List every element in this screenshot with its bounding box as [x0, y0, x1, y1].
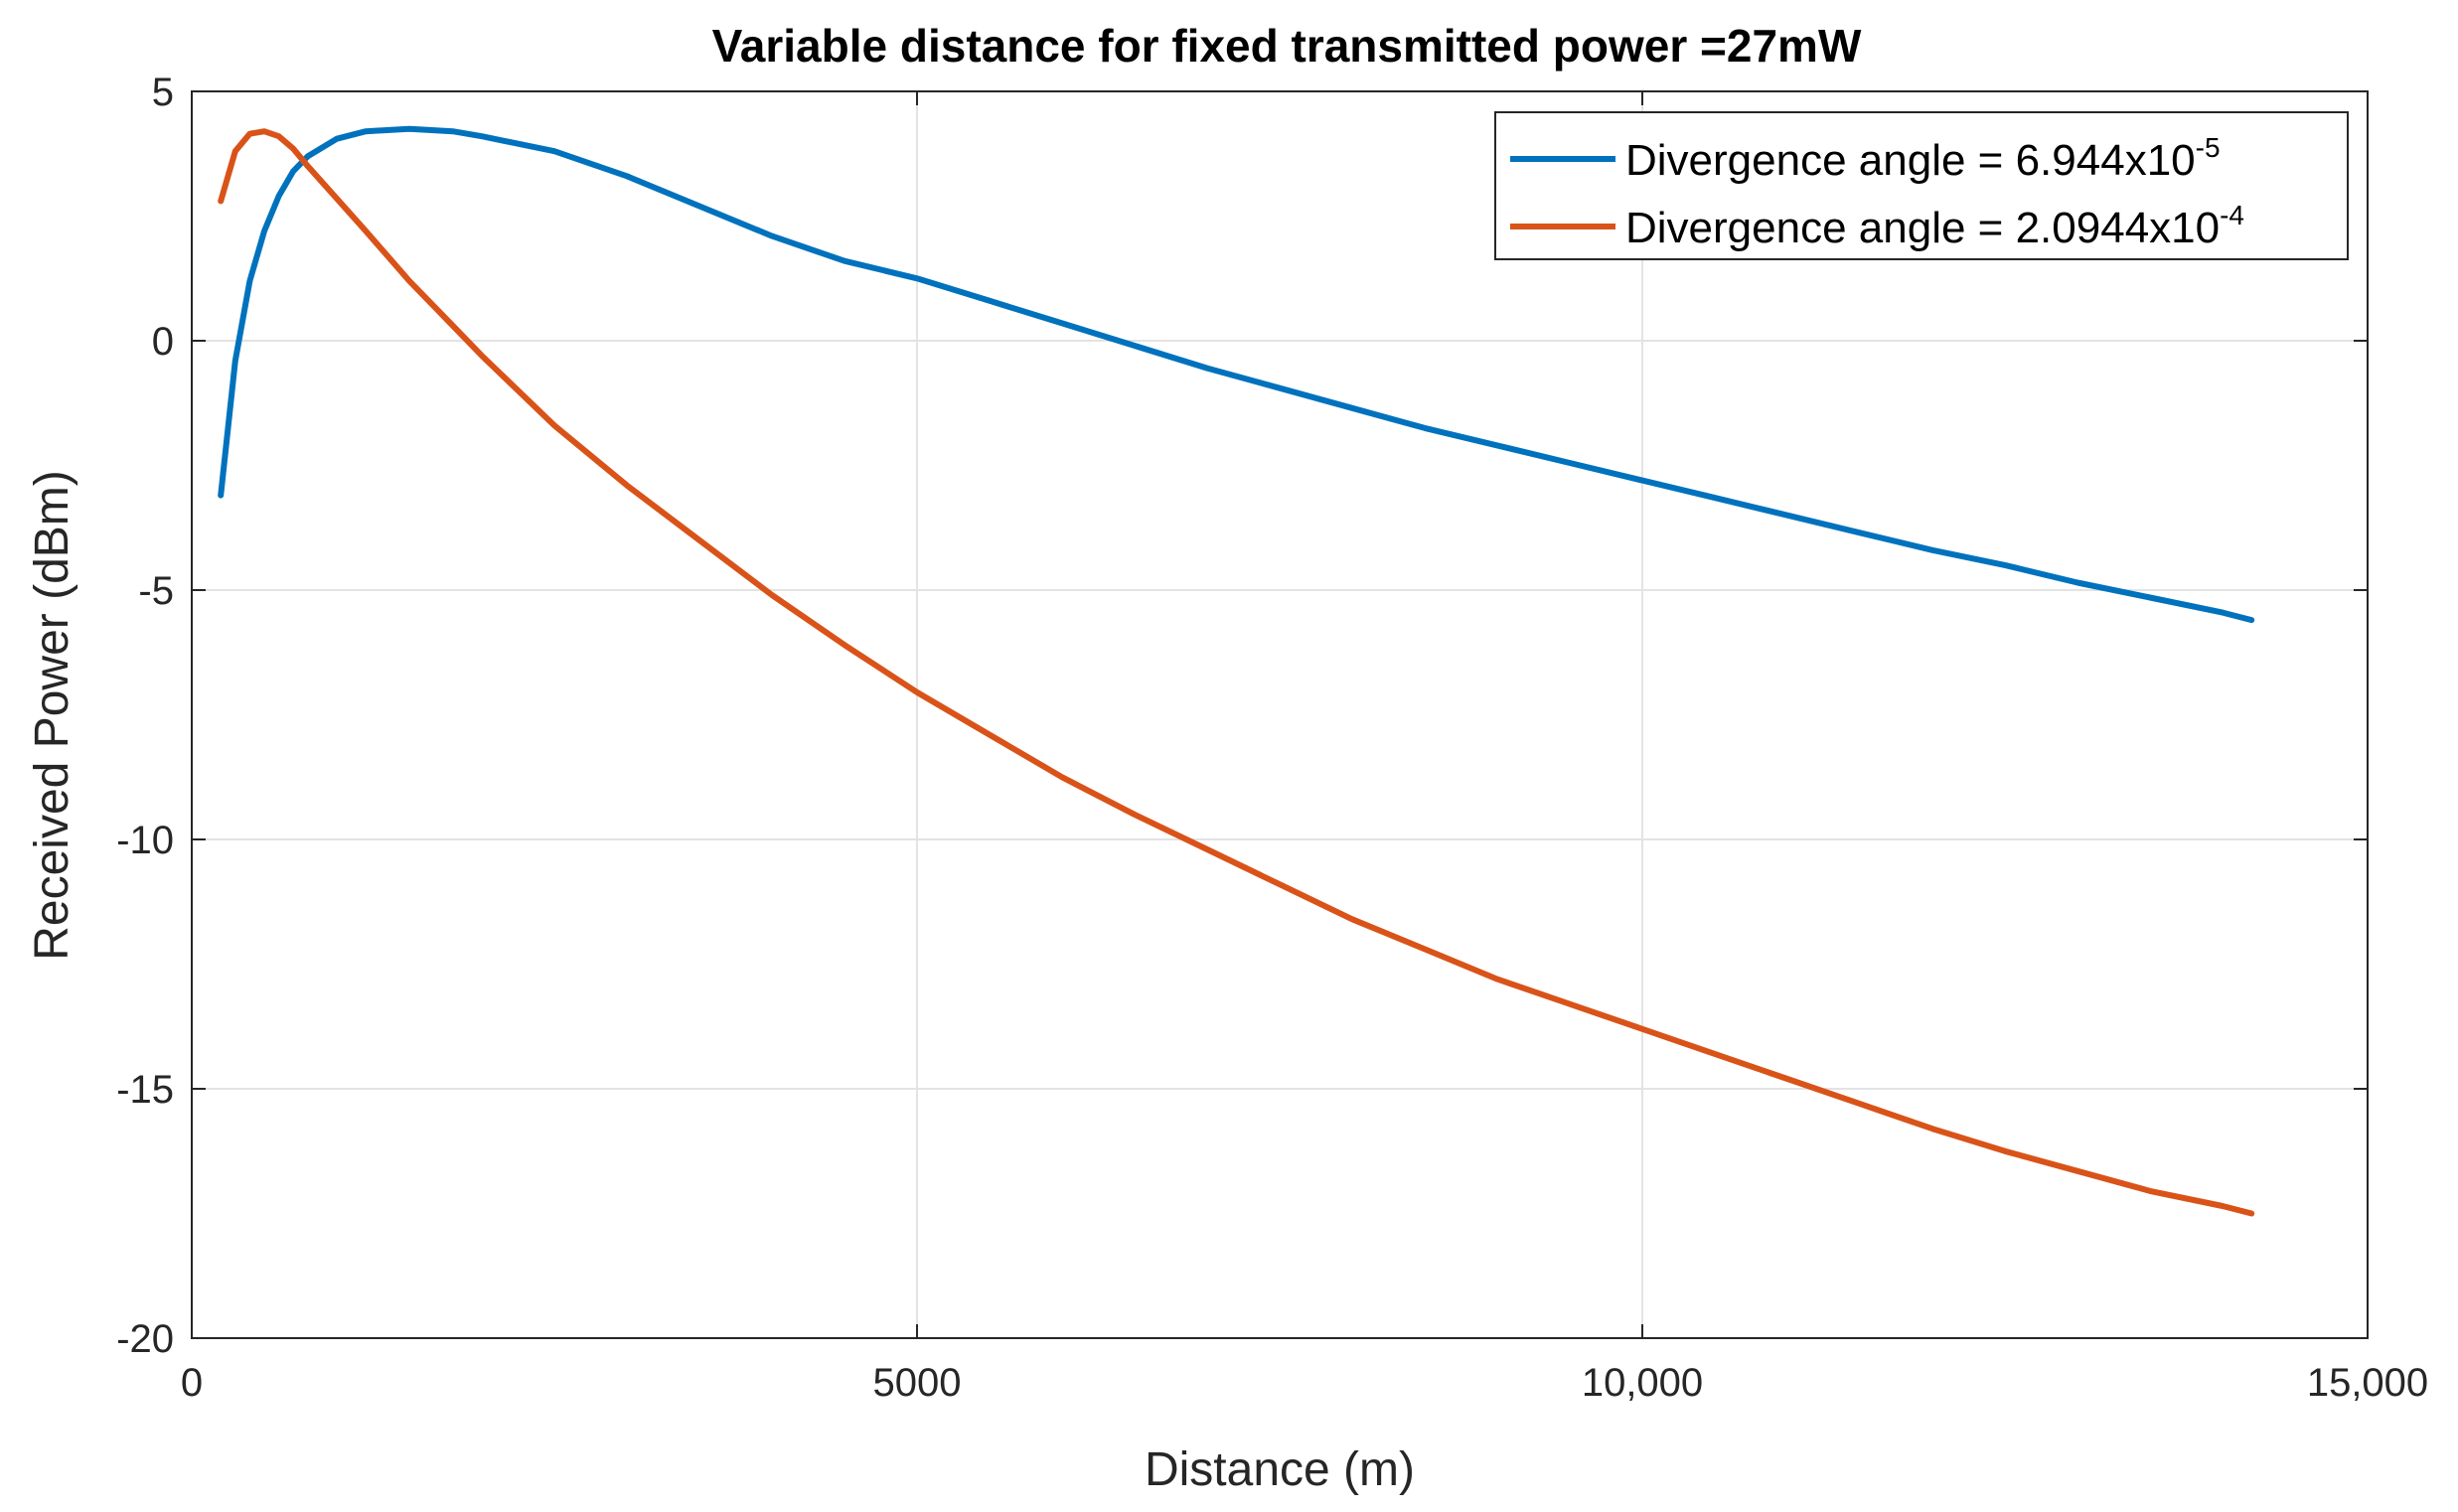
- series-line-orange: [218, 128, 2255, 1217]
- legend-entry-orange-exp: -4: [2220, 200, 2244, 230]
- y-axis-label: Received Power (dBm): [26, 470, 78, 961]
- legend-entry-orange-base: Divergence angle = 2.0944x10: [1625, 204, 2220, 252]
- legend: Divergence angle = 6.944x10-5 Divergence…: [1494, 111, 2349, 260]
- y-tick-label: 5: [152, 71, 174, 114]
- y-tick-label: -15: [116, 1068, 174, 1112]
- legend-entry-orange: Divergence angle = 2.0944x10-4: [1625, 200, 2244, 252]
- legend-entry-blue-base: Divergence angle = 6.944x10: [1625, 136, 2196, 185]
- y-tick-label: -20: [116, 1317, 174, 1361]
- y-tick-label: -5: [138, 569, 174, 613]
- x-tick-label: 15,000: [2307, 1361, 2428, 1405]
- y-tick-label: -10: [116, 819, 174, 862]
- grid: [192, 91, 2368, 1338]
- legend-entry-blue: Divergence angle = 6.944x10-5: [1625, 132, 2221, 185]
- plot-area: [191, 90, 2369, 1339]
- legend-box: [1494, 111, 2349, 260]
- x-tick-label: 0: [181, 1361, 203, 1405]
- x-tick-label: 10,000: [1582, 1361, 1703, 1405]
- y-tick-label: 0: [152, 320, 174, 364]
- y-tick-labels: -20 -15 -10 -5 0 5: [116, 71, 174, 1361]
- x-tick-labels: 0 5000 10,000 15,000: [181, 1361, 2428, 1405]
- series-group: [218, 125, 2255, 1217]
- series-line-blue: [218, 125, 2255, 624]
- tick-marks: [191, 90, 2369, 1339]
- legend-entry-blue-exp: -5: [2196, 132, 2221, 163]
- chart-title: Variable distance for fixed transmitted …: [712, 20, 1862, 72]
- x-tick-label: 5000: [873, 1361, 962, 1405]
- x-axis-label: Distance (m): [1145, 1443, 1415, 1496]
